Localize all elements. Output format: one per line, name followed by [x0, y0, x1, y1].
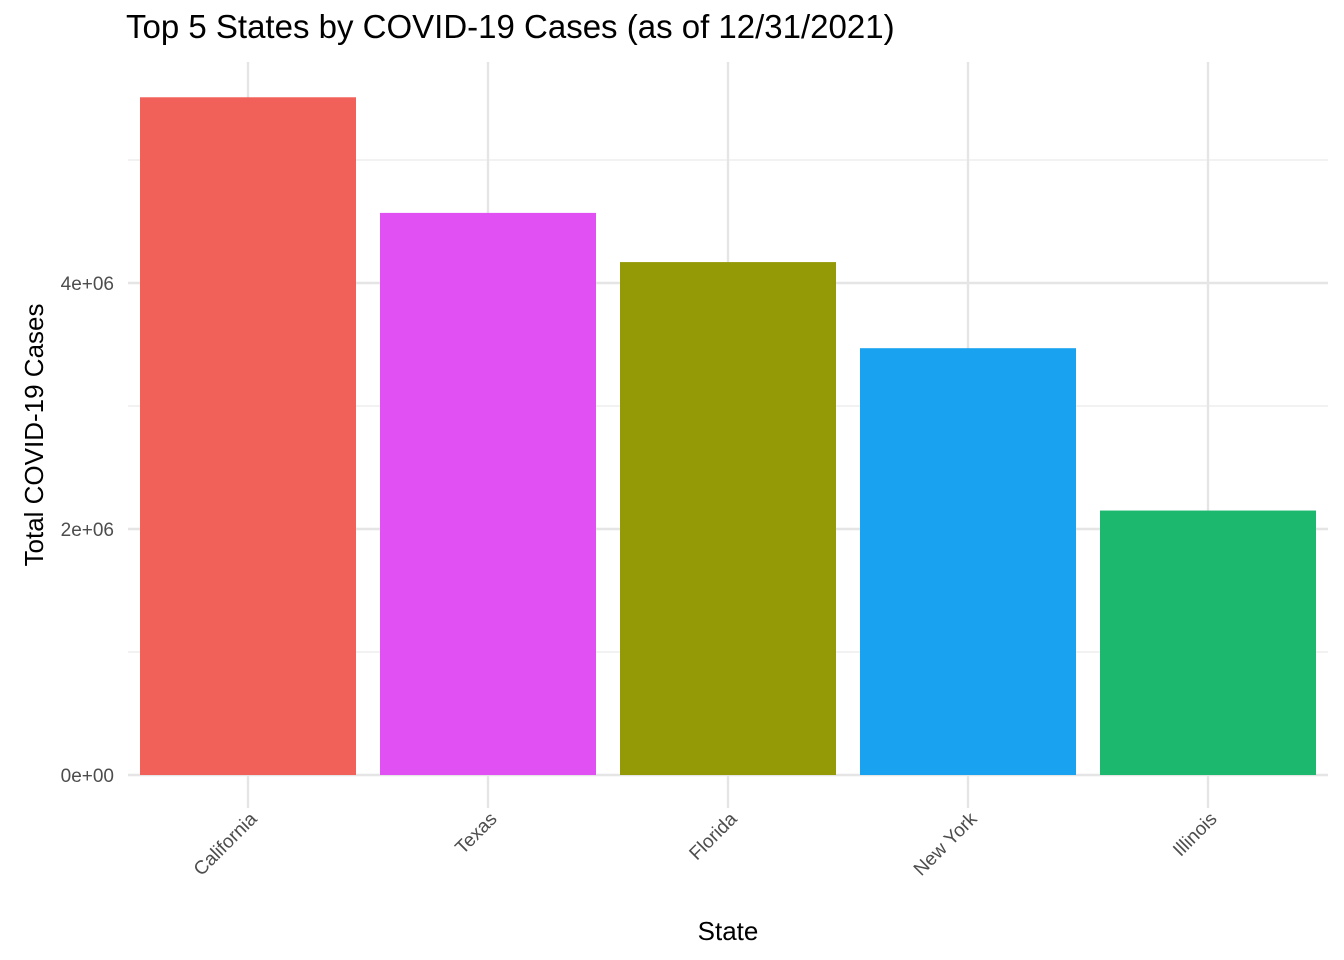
bar-illinois [1100, 510, 1316, 775]
x-tick-labels: California Texas Florida New York Illinois [190, 808, 1222, 880]
x-axis-title: State [698, 916, 759, 946]
y-tick-label: 0e+00 [61, 766, 114, 787]
x-tick-label: Texas [452, 809, 502, 859]
x-tick-label: Florida [686, 808, 742, 864]
x-tick-label: New York [910, 808, 982, 880]
x-tick-label: Illinois [1169, 809, 1221, 861]
chart-title: Top 5 States by COVID-19 Cases (as of 12… [126, 8, 895, 45]
bar-california [140, 97, 356, 775]
y-tick-label: 2e+06 [61, 520, 114, 541]
y-tick-labels: 0e+00 2e+06 4e+06 [61, 274, 114, 787]
y-tick-label: 4e+06 [61, 274, 114, 295]
bar-texas [380, 212, 596, 775]
bar-new-york [860, 348, 1076, 775]
y-axis-title: Total COVID-19 Cases [19, 304, 49, 567]
bars-layer [140, 97, 1316, 776]
x-tick-label: California [190, 808, 262, 880]
bar-florida [620, 262, 836, 776]
